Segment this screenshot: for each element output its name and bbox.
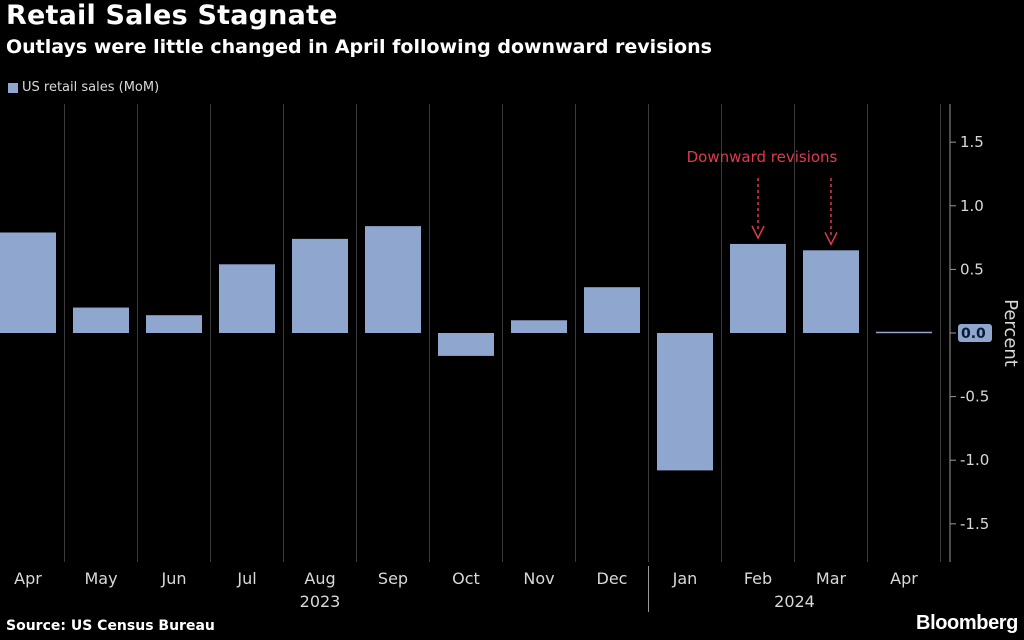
x-tick-label: Nov [523, 569, 554, 588]
bar [365, 226, 421, 333]
bar [219, 264, 275, 333]
x-tick-label: Sep [378, 569, 408, 588]
bar [438, 333, 494, 356]
source-note: Source: US Census Bureau [6, 618, 215, 634]
x-tick-label: Aug [304, 569, 335, 588]
x-tick-label: Apr [890, 569, 918, 588]
bar [146, 315, 202, 333]
x-tick-label: Jul [236, 569, 256, 588]
year-label: 2024 [774, 592, 815, 611]
bar [511, 320, 567, 333]
zero-label-bg [958, 324, 992, 342]
x-tick-label: Jan [672, 569, 698, 588]
chart-title: Retail Sales Stagnate [6, 0, 338, 31]
y-tick-label: 1.5 [960, 133, 984, 151]
chart-subtitle: Outlays were little changed in April fol… [6, 36, 712, 58]
annotation-arrow-head [824, 231, 838, 246]
x-tick-label: Mar [816, 569, 847, 588]
bar [803, 250, 859, 333]
bar [292, 238, 348, 333]
x-tick-label: Dec [597, 569, 628, 588]
x-tick-label: Oct [452, 569, 480, 588]
bar [657, 333, 713, 471]
y-tick-label: -1.0 [960, 451, 989, 469]
bloomberg-logo: Bloomberg [916, 612, 1018, 634]
year-label: 2023 [300, 592, 341, 611]
bar [584, 287, 640, 333]
annotation-arrow-head [751, 225, 765, 240]
bar [876, 331, 932, 334]
annotation-label: Downward revisions [687, 148, 838, 166]
y-tick-label: 1.0 [960, 197, 984, 215]
bar [730, 243, 786, 333]
legend-label: US retail sales (MoM) [22, 80, 160, 95]
x-tick-label: Feb [744, 569, 772, 588]
x-tick-label: Jun [161, 569, 187, 588]
legend: US retail sales (MoM) [8, 80, 159, 95]
y-tick-label: 0.0 [961, 326, 986, 342]
y-tick-label: -1.5 [960, 515, 989, 533]
bar [73, 307, 129, 333]
legend-swatch [8, 82, 18, 93]
x-tick-label: May [84, 569, 117, 588]
bar [0, 232, 56, 333]
x-tick-label: Apr [14, 569, 42, 588]
y-tick-label: -0.5 [960, 388, 989, 406]
y-axis-title: Percent [1000, 299, 1021, 367]
y-tick-label: 0.5 [960, 260, 984, 278]
